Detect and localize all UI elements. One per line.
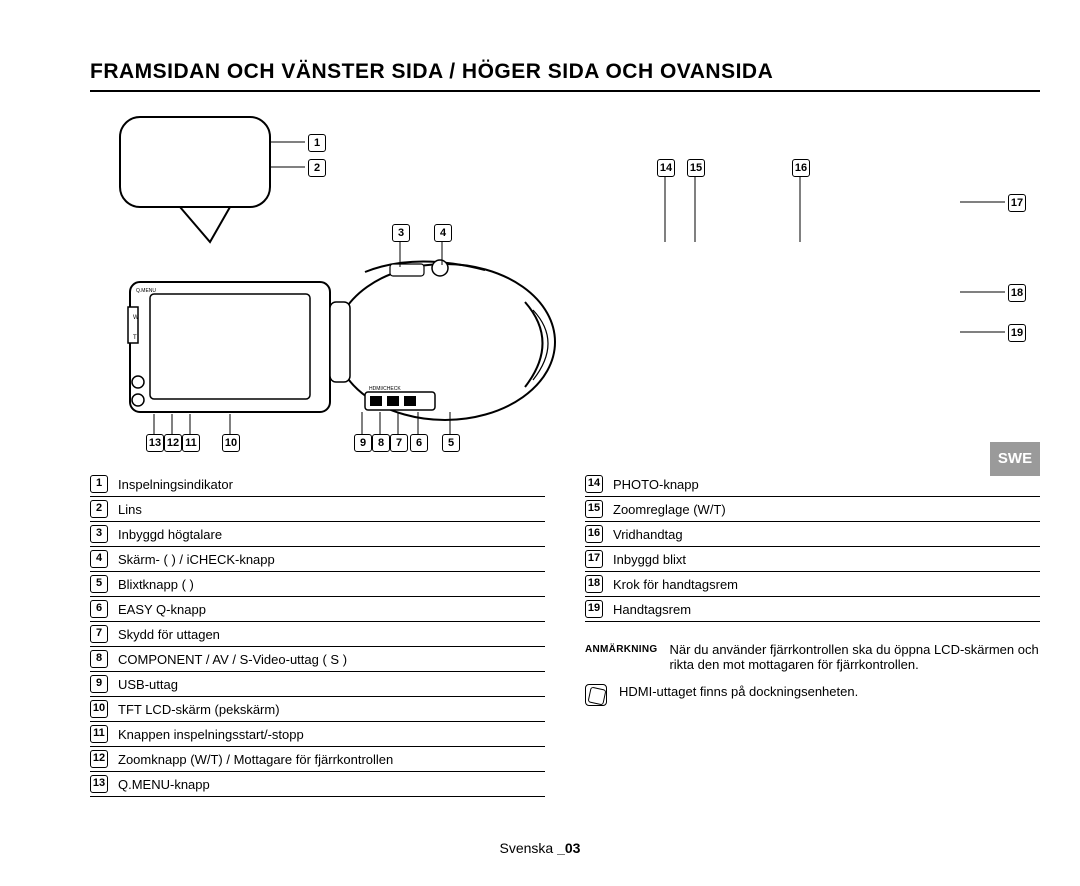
callout-12: 12 xyxy=(164,434,182,452)
left-diagram: W T Q.MENU xyxy=(90,112,570,452)
note2-text: HDMI-uttaget finns på dockningsenheten. xyxy=(619,684,858,699)
list-item: 18 Krok för handtagsrem xyxy=(585,572,1040,597)
callout-6: 6 xyxy=(410,434,428,452)
language-tab: SWE xyxy=(990,442,1040,476)
callout-1: 1 xyxy=(308,134,326,152)
list-item-num: 1 xyxy=(90,475,108,493)
list-item-num: 10 xyxy=(90,700,108,718)
callout-3: 3 xyxy=(392,224,410,242)
list-item: 8 COMPONENT / AV / S-Video-uttag ( S ) xyxy=(90,647,545,672)
list-item-label: Knappen inspelningsstart/-stopp xyxy=(118,727,304,742)
camcorder-left-svg: W T Q.MENU xyxy=(90,112,570,452)
notes: ANMÄRKNING När du använder fjärrkontroll… xyxy=(585,642,1040,706)
svg-text:Q.MENU: Q.MENU xyxy=(136,288,156,294)
list-item-num: 6 xyxy=(90,600,108,618)
list-item-num: 13 xyxy=(90,775,108,793)
list-item-label: COMPONENT / AV / S-Video-uttag ( S ) xyxy=(118,652,347,667)
list-item-label: Inspelningsindikator xyxy=(118,477,233,492)
list-item-label: Zoomknapp (W/T) / Mottagare för fjärrkon… xyxy=(118,752,393,767)
list-item-label: Krok för handtagsrem xyxy=(613,577,738,592)
list-item-label: TFT LCD-skärm (pekskärm) xyxy=(118,702,280,717)
callout-18: 18 xyxy=(1008,284,1026,302)
callout-16: 16 xyxy=(792,159,810,177)
list-item-num: 8 xyxy=(90,650,108,668)
list-item-num: 15 xyxy=(585,500,603,518)
list-item: 14 PHOTO-knapp xyxy=(585,472,1040,497)
list-item-num: 4 xyxy=(90,550,108,568)
list-item-label: Skärm- ( ) / iCHECK-knapp xyxy=(118,552,275,567)
list-item: 10 TFT LCD-skärm (pekskärm) xyxy=(90,697,545,722)
list-item-num: 16 xyxy=(585,525,603,543)
callout-15: 15 xyxy=(687,159,705,177)
list-item-label: Lins xyxy=(118,502,142,517)
callout-9: 9 xyxy=(354,434,372,452)
callout-10: 10 xyxy=(222,434,240,452)
list-item-label: EASY Q-knapp xyxy=(118,602,206,617)
diagram-area: W T Q.MENU xyxy=(90,112,1040,462)
list-item-label: Vridhandtag xyxy=(613,527,683,542)
list-item-label: Zoomreglage (W/T) xyxy=(613,502,726,517)
callout-7: 7 xyxy=(390,434,408,452)
list-item-label: PHOTO-knapp xyxy=(613,477,699,492)
list-item-label: Inbyggd blixt xyxy=(613,552,686,567)
list-item-label: Q.MENU-knapp xyxy=(118,777,210,792)
footer: Svenska _03 xyxy=(0,840,1080,856)
list-item-label: Skydd för uttagen xyxy=(118,627,220,642)
list-item: 3 Inbyggd högtalare xyxy=(90,522,545,547)
list-item-num: 12 xyxy=(90,750,108,768)
list-item: 4 Skärm- ( ) / iCHECK-knapp xyxy=(90,547,545,572)
list-item: 19 Handtagsrem xyxy=(585,597,1040,622)
footer-lang: Svenska xyxy=(500,840,554,856)
list-item: 13 Q.MENU-knapp xyxy=(90,772,545,797)
list-item-num: 18 xyxy=(585,575,603,593)
list-item-num: 17 xyxy=(585,550,603,568)
list-item: 1 Inspelningsindikator xyxy=(90,472,545,497)
svg-text:W: W xyxy=(133,315,139,321)
list-item-num: 14 xyxy=(585,475,603,493)
list-item: 12 Zoomknapp (W/T) / Mottagare för fjärrk… xyxy=(90,747,545,772)
callout-2: 2 xyxy=(308,159,326,177)
list-item-num: 11 xyxy=(90,725,108,743)
list-item-num: 19 xyxy=(585,600,603,618)
callout-8: 8 xyxy=(372,434,390,452)
list-item: 2 Lins xyxy=(90,497,545,522)
list-item: 17 Inbyggd blixt xyxy=(585,547,1040,572)
callout-19: 19 xyxy=(1008,324,1026,342)
list-item-label: Handtagsrem xyxy=(613,602,691,617)
footer-page: _03 xyxy=(557,840,580,856)
list-item: 7 Skydd för uttagen xyxy=(90,622,545,647)
right-list: 14 PHOTO-knapp 15 Zoomreglage (W/T) 16 Vridha… xyxy=(585,472,1040,797)
list-item-label: USB-uttag xyxy=(118,677,178,692)
list-item: 16 Vridhandtag xyxy=(585,522,1040,547)
list-item: 5 Blixtknapp ( ) xyxy=(90,572,545,597)
callout-17: 17 xyxy=(1008,194,1026,212)
left-list: 1 Inspelningsindikator 2 Lins 3 Inbyggd högta… xyxy=(90,472,545,797)
callout-5: 5 xyxy=(442,434,460,452)
callout-13: 13 xyxy=(146,434,164,452)
list-item-num: 2 xyxy=(90,500,108,518)
list-item: 15 Zoomreglage (W/T) xyxy=(585,497,1040,522)
callout-11: 11 xyxy=(182,434,200,452)
list-item-num: 9 xyxy=(90,675,108,693)
list-item-label: Blixtknapp ( ) xyxy=(118,577,194,592)
list-item: 6 EASY Q-knapp xyxy=(90,597,545,622)
camcorder-right-svg xyxy=(610,162,1030,422)
note-text: När du använder fjärrkontrollen ska du ö… xyxy=(669,642,1040,672)
parts-lists: 1 Inspelningsindikator 2 Lins 3 Inbyggd högta… xyxy=(90,472,1040,797)
note-icon xyxy=(585,684,607,706)
list-item: 9 USB-uttag xyxy=(90,672,545,697)
note-label: ANMÄRKNING xyxy=(585,642,657,655)
list-item: 11 Knappen inspelningsstart/-stopp xyxy=(90,722,545,747)
page-title: FRAMSIDAN OCH VÄNSTER SIDA / HÖGER SIDA … xyxy=(90,60,1040,92)
callout-4: 4 xyxy=(434,224,452,242)
svg-text:HDMI/CHECK: HDMI/CHECK xyxy=(369,386,401,392)
list-item-num: 5 xyxy=(90,575,108,593)
right-diagram: 14 15 16 17 18 19 xyxy=(610,162,1030,422)
svg-text:T: T xyxy=(133,335,137,341)
callout-14: 14 xyxy=(657,159,675,177)
list-item-num: 3 xyxy=(90,525,108,543)
list-item-num: 7 xyxy=(90,625,108,643)
list-item-label: Inbyggd högtalare xyxy=(118,527,222,542)
